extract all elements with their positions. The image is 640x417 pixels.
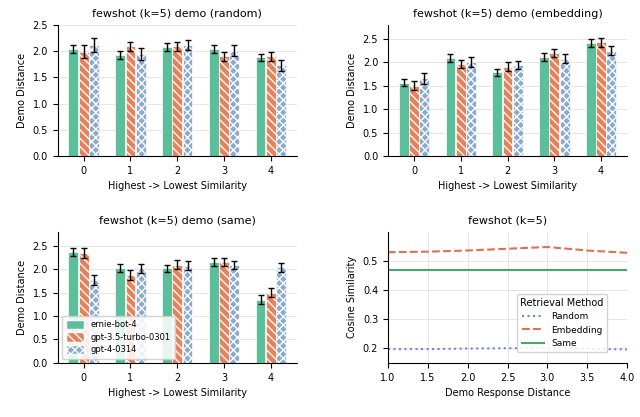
Same (384, 267, 392, 272)
Y-axis label: Cosine Similarity: Cosine Similarity (348, 256, 357, 338)
Bar (586, 43, 596, 156)
Bar (409, 86, 419, 156)
Bar (492, 72, 502, 156)
Random (584, 347, 591, 352)
Bar (162, 269, 172, 363)
Same (464, 267, 472, 272)
Random (464, 346, 472, 351)
Bar (125, 46, 136, 156)
Bar (162, 47, 172, 156)
Random (504, 346, 511, 351)
Line: Random: Random (388, 348, 627, 349)
Embedding (623, 250, 631, 255)
X-axis label: Highest -> Lowest Similarity: Highest -> Lowest Similarity (108, 388, 247, 398)
Random (384, 347, 392, 352)
Bar (182, 45, 193, 156)
Bar (502, 67, 513, 156)
Random (424, 347, 431, 352)
Bar (136, 269, 146, 363)
Bar (219, 56, 229, 156)
Y-axis label: Demo Distance: Demo Distance (17, 260, 27, 335)
Bar (596, 42, 606, 156)
Bar (115, 268, 125, 363)
Bar (466, 62, 476, 156)
Bar (445, 58, 456, 156)
Bar (549, 53, 559, 156)
Bar (79, 52, 89, 156)
Bar (182, 266, 193, 363)
Random (623, 347, 631, 352)
Bar (539, 57, 549, 156)
Title: fewshot (k=5): fewshot (k=5) (468, 216, 547, 226)
Bar (266, 293, 276, 363)
X-axis label: Highest -> Lowest Similarity: Highest -> Lowest Similarity (438, 181, 577, 191)
Random (543, 346, 551, 351)
Bar (399, 83, 408, 156)
Line: Embedding: Embedding (388, 247, 627, 253)
Bar (89, 45, 99, 156)
Title: fewshot (k=5) demo (random): fewshot (k=5) demo (random) (92, 9, 262, 19)
Embedding (543, 244, 551, 249)
Bar (456, 64, 466, 156)
Bar (115, 55, 125, 156)
Bar (255, 300, 266, 363)
Embedding (584, 248, 591, 253)
Legend: Random, Embedding, Same: Random, Embedding, Same (517, 294, 607, 352)
Embedding (424, 249, 431, 254)
Bar (125, 275, 136, 363)
Bar (68, 49, 78, 156)
Bar (219, 262, 229, 363)
Bar (276, 65, 286, 156)
Same (623, 267, 631, 272)
X-axis label: Highest -> Lowest Similarity: Highest -> Lowest Similarity (108, 181, 247, 191)
Embedding (384, 250, 392, 255)
Same (504, 267, 511, 272)
Bar (209, 49, 219, 156)
Y-axis label: Demo Distance: Demo Distance (347, 53, 357, 128)
Bar (607, 51, 616, 156)
Bar (229, 51, 239, 156)
Same (543, 267, 551, 272)
Bar (276, 267, 286, 363)
Bar (68, 252, 78, 363)
Title: fewshot (k=5) demo (embedding): fewshot (k=5) demo (embedding) (413, 9, 602, 19)
Same (424, 267, 431, 272)
Embedding (504, 246, 511, 251)
Bar (559, 59, 570, 156)
Embedding (464, 248, 472, 253)
Bar (255, 58, 266, 156)
Bar (89, 280, 99, 363)
Bar (266, 56, 276, 156)
Bar (513, 65, 523, 156)
Same (584, 267, 591, 272)
Y-axis label: Demo Distance: Demo Distance (17, 53, 27, 128)
Bar (136, 54, 146, 156)
Title: fewshot (k=5) demo (same): fewshot (k=5) demo (same) (99, 216, 256, 226)
Bar (419, 78, 429, 156)
Bar (172, 46, 182, 156)
Bar (79, 253, 89, 363)
X-axis label: Demo Response Distance: Demo Response Distance (445, 388, 570, 398)
Bar (229, 265, 239, 363)
Bar (172, 265, 182, 363)
Bar (209, 262, 219, 363)
Legend: ernie-bot-4, gpt-3.5-turbo-0301, gpt-4-0314: ernie-bot-4, gpt-3.5-turbo-0301, gpt-4-0… (62, 316, 175, 359)
